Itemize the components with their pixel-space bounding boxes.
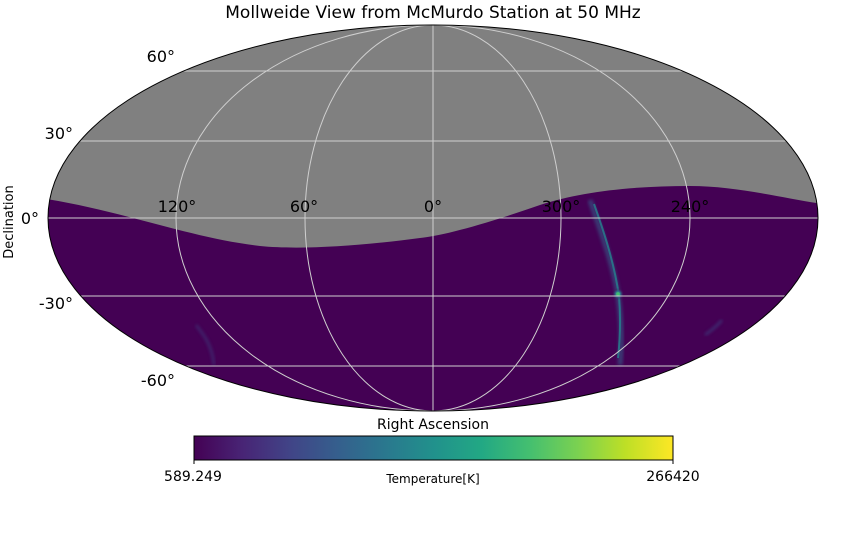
masked-sky-region bbox=[48, 25, 818, 248]
map-boundary bbox=[47, 24, 819, 412]
lon-tick-label: 240° bbox=[671, 197, 710, 216]
colorbar-min-label: 589.249 bbox=[164, 469, 222, 485]
mollweide-map bbox=[48, 25, 818, 411]
longitude-tick-labels: 120° 60° 0° 300° 240° bbox=[158, 197, 710, 216]
lat-tick-label: -60° bbox=[141, 371, 175, 390]
lat-tick-label: 30° bbox=[45, 124, 73, 143]
lon-line-120 bbox=[175, 25, 691, 411]
lon-tick-label: 0° bbox=[424, 197, 442, 216]
lat-tick-label: -30° bbox=[39, 294, 73, 313]
lon-tick-label: 60° bbox=[290, 197, 318, 216]
figure-title: Mollweide View from McMurdo Station at 5… bbox=[225, 3, 641, 23]
latitude-tick-labels: 60° 30° 0° -30° -60° bbox=[21, 47, 175, 390]
lat-tick-label: 0° bbox=[21, 209, 39, 228]
lat-tick-label: 60° bbox=[147, 47, 175, 66]
faint-emission-right bbox=[704, 319, 723, 337]
x-axis-label: Right Ascension bbox=[377, 417, 489, 433]
colorbar-max-label: 266420 bbox=[646, 469, 699, 485]
bright-radio-source-core bbox=[616, 292, 620, 296]
faint-emission-left bbox=[195, 324, 216, 366]
lon-tick-label: 120° bbox=[158, 197, 197, 216]
colorbar-label: Temperature[K] bbox=[385, 472, 479, 486]
colorbar bbox=[193, 435, 674, 461]
lon-tick-label: 300° bbox=[542, 197, 581, 216]
longitude-gridlines bbox=[175, 25, 691, 411]
y-axis-label: Declination bbox=[2, 185, 17, 259]
lon-line-60 bbox=[304, 25, 562, 411]
